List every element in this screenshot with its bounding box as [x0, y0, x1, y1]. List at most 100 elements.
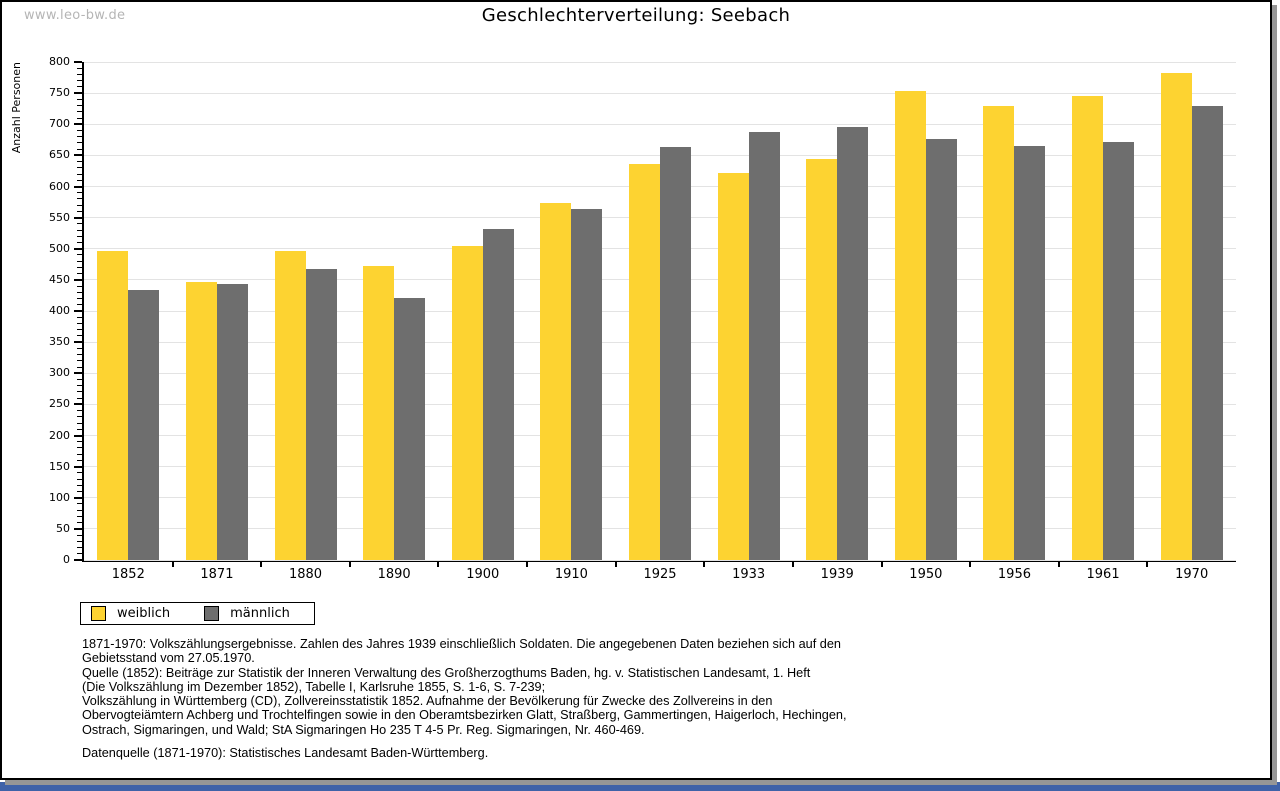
y-minor-tick — [77, 98, 82, 100]
bar-maennlich-1970 — [1191, 105, 1223, 560]
y-major-tick — [74, 61, 82, 63]
footer-blue-bar — [0, 782, 1280, 791]
y-minor-tick — [77, 522, 82, 524]
bar-maennlich-1939 — [837, 126, 869, 560]
chart-title: Geschlechterverteilung: Seebach — [481, 5, 791, 26]
y-major-tick — [74, 310, 82, 312]
y-major-tick — [74, 278, 82, 281]
y-minor-tick — [77, 210, 82, 212]
y-minor-tick — [77, 316, 82, 318]
site-watermark: www.leo-bw.de — [24, 8, 126, 23]
datasource-note: Datenquelle (1871-1970): Statistisches L… — [82, 746, 489, 761]
y-minor-tick — [77, 105, 82, 107]
bar-maennlich-1871 — [216, 284, 248, 560]
notes-line: Obervogteiämtern Achberg und Trochtelfin… — [82, 708, 847, 723]
bar-maennlich-1880 — [305, 268, 337, 560]
notes-line: Volkszählung in Württemberg (CD), Zollve… — [82, 694, 773, 709]
y-major-tick — [74, 465, 82, 468]
bar-weiblich-1890 — [363, 265, 395, 560]
y-minor-tick — [77, 179, 82, 181]
bar-weiblich-1970 — [1160, 72, 1192, 560]
bar-weiblich-1950 — [894, 90, 926, 560]
y-tick-label-250: 250 — [49, 397, 70, 411]
y-major-tick — [74, 527, 82, 530]
y-minor-tick — [77, 254, 82, 256]
y-minor-tick — [77, 111, 82, 113]
bar-maennlich-1956 — [1014, 146, 1046, 560]
legend: weiblich männlich — [80, 602, 315, 625]
y-minor-tick — [77, 136, 82, 138]
legend-item-maennlich: männlich — [204, 606, 290, 621]
y-minor-tick — [77, 273, 82, 275]
y-minor-tick — [77, 366, 82, 368]
y-minor-tick — [77, 540, 82, 542]
source-notes: 1871-1970: Volkszählungsergebnisse. Zahl… — [82, 637, 846, 760]
y-major-tick — [74, 185, 82, 188]
notes-line: Ostrach, Sigmaringen, und Wald; StA Sigm… — [82, 722, 645, 737]
y-minor-tick — [77, 347, 82, 349]
y-tick-label-150: 150 — [49, 459, 70, 473]
gridline-700 — [84, 123, 1236, 125]
y-tick-label-450: 450 — [49, 272, 70, 286]
bar-maennlich-1890 — [394, 297, 426, 560]
y-minor-tick — [77, 129, 82, 131]
y-minor-tick — [77, 229, 82, 231]
y-minor-tick — [77, 117, 82, 119]
y-major-tick — [74, 216, 82, 219]
y-tick-label-650: 650 — [49, 148, 70, 162]
x-axis-label-1925: 1925 — [643, 567, 677, 582]
bar-maennlich-1961 — [1103, 142, 1135, 560]
y-minor-tick — [77, 223, 82, 225]
x-axis-label-1910: 1910 — [554, 567, 588, 582]
y-minor-tick — [77, 459, 82, 461]
y-major-tick — [74, 559, 82, 561]
y-minor-tick — [77, 173, 82, 175]
y-minor-tick — [77, 478, 82, 480]
y-minor-tick — [77, 304, 82, 306]
legend-label-maennlich: männlich — [230, 606, 290, 621]
bar-weiblich-1925 — [629, 164, 660, 560]
x-boundary-tick — [1146, 562, 1149, 567]
x-axis-label-1933: 1933 — [732, 567, 766, 582]
x-boundary-tick — [171, 562, 174, 567]
bar-weiblich-1880 — [274, 250, 306, 560]
x-boundary-tick — [791, 562, 794, 567]
y-minor-tick — [77, 285, 82, 287]
x-axis-label-1961: 1961 — [1086, 567, 1120, 582]
x-axis-label-1950: 1950 — [909, 567, 943, 582]
bar-maennlich-1933 — [748, 132, 780, 560]
y-tick-label-300: 300 — [49, 366, 70, 380]
gridline-750 — [84, 92, 1236, 94]
y-minor-tick — [77, 410, 82, 412]
y-minor-tick — [77, 266, 82, 268]
y-minor-tick — [77, 291, 82, 293]
y-minor-tick — [77, 335, 82, 337]
legend-item-weiblich: weiblich — [91, 606, 170, 621]
x-axis-label-1890: 1890 — [377, 567, 411, 582]
bar-maennlich-1910 — [571, 208, 603, 560]
x-axis-label-1970: 1970 — [1175, 567, 1209, 582]
y-minor-tick — [77, 148, 82, 150]
y-minor-tick — [77, 198, 82, 200]
bar-weiblich-1910 — [540, 202, 572, 560]
x-axis-label-1900: 1900 — [466, 567, 500, 582]
y-minor-tick — [77, 441, 82, 443]
plot-area: 0 50 100 150 200 250 300 350 400 450 500 550 600 650 7… — [49, 55, 1236, 582]
y-tick-label-0: 0 — [63, 553, 70, 566]
x-boundary-tick — [437, 562, 440, 567]
y-minor-tick — [77, 329, 82, 331]
y-major-tick — [74, 403, 82, 406]
x-boundary-tick — [880, 562, 883, 567]
y-minor-tick — [77, 298, 82, 300]
y-minor-tick — [77, 167, 82, 169]
y-tick-label-100: 100 — [49, 490, 70, 504]
bar-maennlich-1852 — [128, 290, 160, 560]
legend-swatch-maennlich — [204, 606, 220, 621]
y-minor-tick — [77, 397, 82, 399]
gridline-0 — [84, 559, 1236, 561]
y-minor-tick — [77, 354, 82, 356]
notes-line: (Die Volkszählung im Dezember 1852), Tab… — [82, 679, 546, 694]
y-tick-label-200: 200 — [49, 428, 70, 442]
y-minor-tick — [77, 547, 82, 549]
legend-swatch-weiblich — [91, 606, 106, 621]
